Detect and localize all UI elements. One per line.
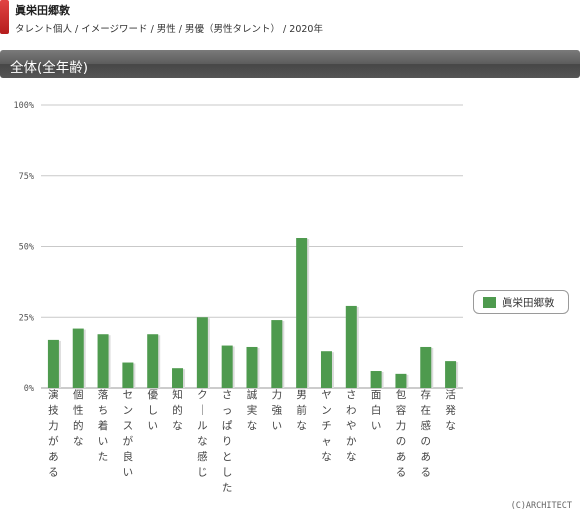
y-tick-label: 50%: [19, 243, 34, 253]
x-tick-label: 存在感のある: [421, 388, 432, 479]
x-tick-label: 誠実な: [247, 388, 258, 432]
bar: [445, 361, 457, 388]
breadcrumb: タレント個人 / イメージワード / 男性 / 男優（男性タレント） / 202…: [15, 24, 323, 35]
title-marker: [0, 0, 9, 34]
y-tick-label: 100%: [14, 101, 34, 111]
bar: [147, 334, 159, 388]
bar: [172, 368, 184, 388]
bar: [221, 345, 233, 388]
x-tick-label: さわやかな: [346, 389, 357, 463]
x-tick-label: 包容力のある: [396, 388, 407, 479]
x-tick-label: 面白い: [371, 389, 382, 432]
bar: [370, 371, 382, 388]
bar: [345, 305, 357, 388]
y-tick-label: 25%: [19, 313, 34, 323]
x-tick-label: 活発な: [445, 389, 456, 432]
bar: [97, 334, 109, 388]
section-header: 全体(全年齢): [0, 50, 580, 78]
x-tick-label: 知的な: [172, 388, 183, 432]
bar: [72, 328, 84, 388]
bar: [395, 373, 407, 388]
x-tick-label: さっぱりとした: [222, 389, 233, 494]
x-tick-label: 優しい: [147, 388, 158, 432]
x-tick-label: 力強い: [272, 388, 283, 432]
legend-swatch: [483, 297, 496, 308]
bar: [320, 351, 332, 388]
x-tick-label: ヤンチャな: [321, 389, 332, 463]
x-tick-label: 男前な: [296, 389, 307, 432]
x-tick-label: 演技力がある: [48, 388, 59, 479]
bar: [122, 362, 134, 388]
copyright-text: (C)ARCHITECT: [510, 501, 572, 511]
x-tick-label: 個性的な: [73, 388, 84, 448]
bar: [196, 317, 208, 388]
chart-legend: 眞栄田郷敦: [473, 290, 569, 314]
bar: [296, 238, 308, 388]
person-name: 眞栄田郷敦: [15, 4, 70, 17]
x-tick-label: 落ち着いた: [98, 389, 109, 463]
bar: [246, 346, 258, 388]
x-tick-label: センスが良い: [123, 389, 134, 479]
bar: [420, 346, 432, 388]
bar: [47, 339, 59, 388]
y-tick-label: 75%: [19, 172, 34, 182]
legend-label: 眞栄田郷敦: [502, 297, 555, 309]
bar: [271, 320, 283, 388]
x-tick-label: ク｜ルな感じ: [197, 389, 208, 479]
y-tick-label: 0%: [24, 384, 34, 394]
section-title: 全体(全年齢): [10, 60, 89, 76]
